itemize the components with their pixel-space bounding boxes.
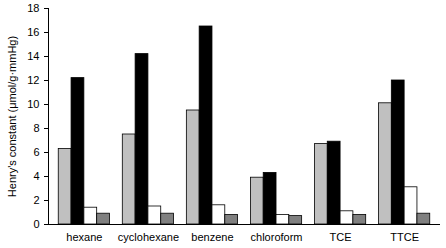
svg-text:Henry's constant (μmol/g·mmHg): Henry's constant (μmol/g·mmHg) bbox=[6, 36, 18, 197]
svg-text:TCE: TCE bbox=[330, 231, 352, 243]
svg-text:6: 6 bbox=[33, 146, 39, 158]
svg-text:8: 8 bbox=[33, 122, 39, 134]
svg-text:14: 14 bbox=[27, 50, 39, 62]
svg-text:chloroform: chloroform bbox=[251, 231, 303, 243]
svg-text:2: 2 bbox=[33, 194, 39, 206]
svg-text:benzene: benzene bbox=[191, 231, 233, 243]
svg-text:cyclohexane: cyclohexane bbox=[118, 231, 179, 243]
svg-text:10: 10 bbox=[27, 98, 39, 110]
svg-text:12: 12 bbox=[27, 74, 39, 86]
svg-text:4: 4 bbox=[33, 170, 39, 182]
svg-text:TTCE: TTCE bbox=[390, 231, 419, 243]
svg-text:0: 0 bbox=[33, 218, 39, 230]
svg-text:hexane: hexane bbox=[66, 231, 102, 243]
svg-text:18: 18 bbox=[27, 2, 39, 14]
svg-text:16: 16 bbox=[27, 26, 39, 38]
